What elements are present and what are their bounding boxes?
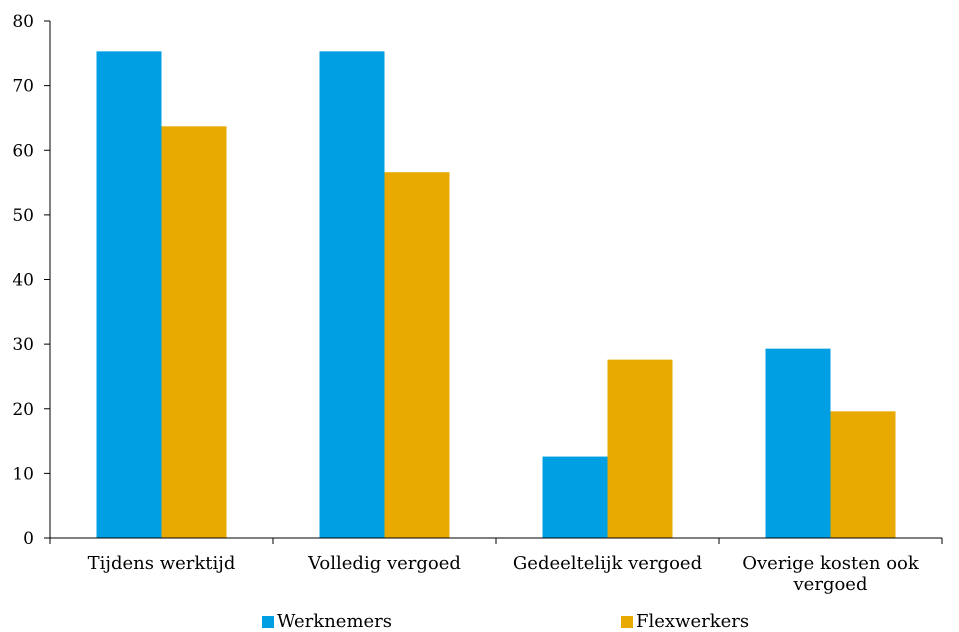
- legend-swatch-flexwerkers: [621, 616, 633, 628]
- bar-werknemers-2: [542, 456, 608, 538]
- y-tick-label: 80: [12, 12, 34, 32]
- legend-label-werknemers: Werknemers: [277, 611, 393, 632]
- legend-item-werknemers: Werknemers: [262, 612, 392, 632]
- bar-werknemers-0: [96, 51, 162, 538]
- x-category-label: vergoed: [793, 574, 868, 595]
- y-tick-label: 40: [12, 271, 34, 291]
- x-category-label: Overige kosten ook: [742, 553, 920, 574]
- x-category-label: Gedeeltelijk vergoed: [513, 553, 702, 574]
- y-tick-label: 30: [12, 335, 34, 355]
- y-tick-label: 20: [12, 400, 34, 420]
- x-category-label: Volledig vergoed: [307, 553, 461, 574]
- legend-item-flexwerkers: Flexwerkers: [621, 612, 749, 632]
- legend-swatch-werknemers: [262, 616, 274, 628]
- legend-label-flexwerkers: Flexwerkers: [636, 611, 750, 632]
- bar-flexwerkers-0: [161, 126, 227, 539]
- y-tick-label: 0: [23, 529, 34, 549]
- bar-werknemers-3: [765, 348, 831, 538]
- y-tick-label: 10: [12, 464, 34, 484]
- bar-flexwerkers-2: [607, 359, 673, 538]
- y-tick-label: 60: [12, 141, 34, 161]
- bar-flexwerkers-3: [830, 411, 896, 538]
- y-tick-label: 50: [12, 206, 34, 226]
- bar-werknemers-1: [319, 51, 385, 538]
- legend: Werknemers Flexwerkers: [0, 612, 959, 632]
- y-axis: 0 10 20 30 40 50 60 70 80: [12, 12, 51, 549]
- x-axis: Tijdens werktijd Volledig vergoed Gedeelte…: [49, 537, 943, 595]
- bar-flexwerkers-1: [384, 172, 450, 538]
- bars-group: [96, 51, 896, 539]
- y-tick-label: 70: [12, 77, 34, 97]
- x-category-label: Tijdens werktijd: [88, 553, 236, 574]
